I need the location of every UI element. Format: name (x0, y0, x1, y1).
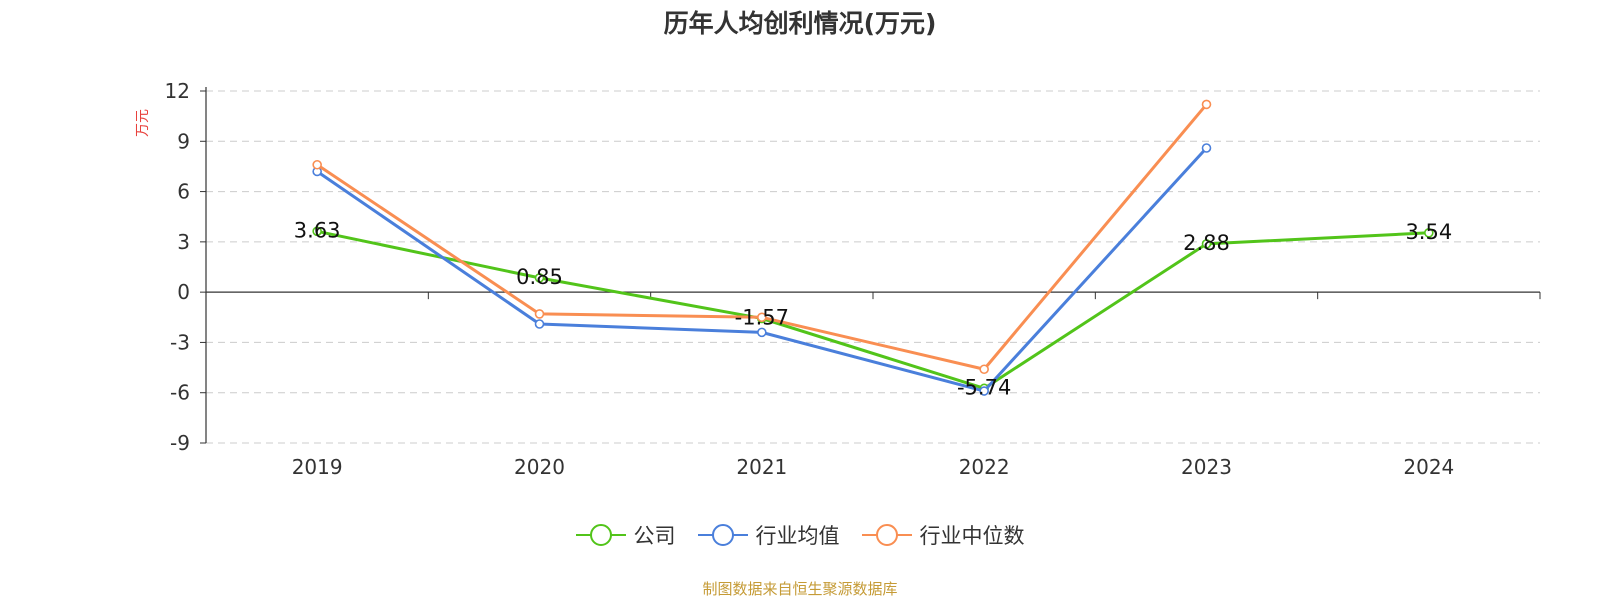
series-point (534, 319, 545, 329)
x-tick-label: 2021 (736, 455, 787, 479)
y-tick-label: 6 (177, 180, 190, 204)
data-source-note: 制图数据来自恒生聚源数据库 (702, 580, 898, 598)
y-tick-label: 12 (165, 79, 190, 103)
series-line (316, 146, 1208, 393)
legend-label-industry-median: 行业中位数 (919, 524, 1025, 548)
y-axis-label: 万元 (135, 109, 151, 137)
legend-label-company: 公司 (633, 524, 676, 548)
y-tick-label: -9 (170, 431, 190, 455)
y-tick-label: 0 (177, 280, 190, 304)
series-point (757, 327, 767, 338)
series-point (1201, 239, 1212, 249)
legend-item-company[interactable]: 公司 (575, 520, 676, 550)
series-point (534, 309, 545, 319)
series-point (1201, 99, 1212, 110)
data-label: 0.85 (516, 265, 563, 289)
legend-item-industry-mean[interactable]: 行业均值 (697, 520, 840, 550)
series-point (979, 364, 989, 375)
series-point (1424, 228, 1434, 238)
series-point (534, 273, 545, 283)
x-tick-label: 2019 (292, 455, 343, 479)
legend-swatch-company-icon (575, 524, 626, 546)
series-point (312, 159, 322, 170)
legend-swatch-industry-mean-icon (697, 524, 748, 546)
series-point (757, 312, 767, 323)
chart-title: 历年人均创利情况(万元) (663, 9, 937, 38)
data-label: -5.74 (957, 375, 1011, 399)
chart-legend: 公司 行业均值 行业中位数 (0, 520, 1600, 550)
data-label: -1.57 (735, 305, 789, 329)
data-label: 3.54 (1405, 220, 1452, 244)
y-tick-label: 9 (177, 129, 190, 153)
y-tick-label: 3 (177, 230, 190, 254)
y-tick-label: -6 (170, 381, 190, 405)
data-label: 3.63 (294, 218, 341, 242)
x-tick-label: 2022 (959, 455, 1010, 479)
series-point (312, 226, 322, 237)
data-label: 2.88 (1183, 231, 1230, 255)
series-line (316, 229, 1429, 390)
x-tick-label: 2024 (1403, 455, 1454, 479)
x-tick-label: 2023 (1181, 455, 1232, 479)
series-point (979, 386, 989, 396)
legend-label-industry-mean: 行业均值 (755, 524, 840, 548)
legend-item-industry-median[interactable]: 行业中位数 (861, 520, 1025, 550)
legend-swatch-industry-median-icon (861, 524, 912, 546)
y-tick-label: -3 (170, 330, 190, 354)
series-point (1201, 143, 1212, 153)
x-tick-label: 2020 (514, 455, 565, 479)
